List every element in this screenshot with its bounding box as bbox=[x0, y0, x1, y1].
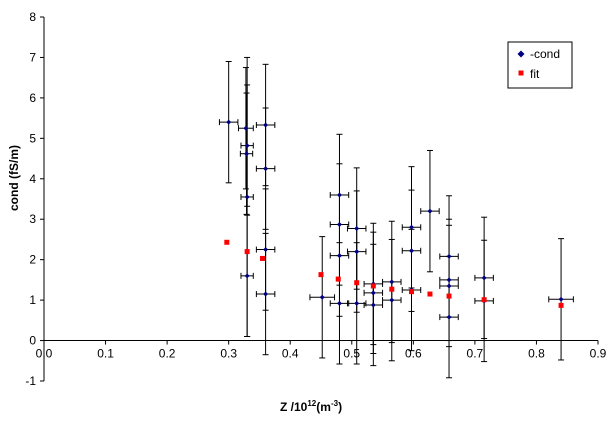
data-point-cond bbox=[446, 253, 452, 259]
legend-item-cond: -cond bbox=[517, 47, 560, 61]
data-point-cond bbox=[354, 249, 360, 255]
data-point-fit bbox=[558, 302, 564, 308]
x-axis-title-exp: 12 bbox=[307, 399, 316, 408]
data-point-cond bbox=[244, 151, 250, 157]
legend: -cond fit bbox=[507, 41, 573, 89]
x-tick-label: 0.9 bbox=[590, 347, 607, 361]
x-tick-label: 0.6 bbox=[405, 347, 422, 361]
data-point-cond bbox=[446, 314, 452, 320]
x-axis-title-unit-open: (m bbox=[316, 400, 331, 414]
data-point-fit bbox=[318, 272, 324, 278]
x-axis-title-unit-exp: -3 bbox=[331, 399, 339, 408]
x-tick-label: 0.7 bbox=[467, 347, 484, 361]
data-point-cond bbox=[427, 208, 433, 214]
data-point-cond bbox=[244, 273, 250, 279]
data-point-cond bbox=[263, 122, 269, 128]
legend-label-fit: fit bbox=[530, 67, 540, 81]
data-point-cond bbox=[481, 275, 487, 281]
data-point-cond bbox=[558, 296, 564, 302]
data-point-cond bbox=[354, 226, 360, 232]
y-tick-label: -1 bbox=[25, 374, 36, 388]
y-tick-label: 3 bbox=[29, 212, 36, 226]
axes: -1 0 1 2 3 4 5 6 7 8 0.0 0.1 0.2 0.3 0.4 0.5 0.6 0.7 0.8 0.… bbox=[25, 10, 606, 388]
legend-item-fit: fit bbox=[518, 67, 540, 81]
data-point-cond bbox=[370, 302, 376, 308]
data-point-fit bbox=[224, 239, 230, 245]
y-tick-label: 6 bbox=[29, 91, 36, 105]
data-point-cond bbox=[336, 300, 342, 306]
data-point-fit bbox=[260, 255, 266, 261]
x-tick-label: 0.2 bbox=[159, 347, 176, 361]
legend-box bbox=[507, 41, 573, 89]
data-point-cond bbox=[354, 300, 360, 306]
data-point-cond bbox=[446, 283, 452, 289]
data-point-fit bbox=[408, 289, 414, 295]
y-tick-label: 5 bbox=[29, 131, 36, 145]
data-point-fit bbox=[370, 283, 376, 289]
legend-marker-diamond bbox=[517, 50, 525, 58]
data-point-fit bbox=[354, 280, 360, 286]
data-point-cond bbox=[336, 221, 342, 227]
data-point-cond bbox=[244, 194, 250, 200]
data-point-fit bbox=[446, 293, 452, 299]
data-point-cond bbox=[243, 125, 249, 131]
data-point-cond bbox=[263, 247, 269, 253]
error-bars bbox=[218, 56, 574, 379]
data-point-cond bbox=[244, 143, 250, 149]
x-tick-label: 0.5 bbox=[343, 347, 360, 361]
x-tick-label: 0.4 bbox=[282, 347, 299, 361]
x-tick-label: 0.3 bbox=[220, 347, 237, 361]
x-axis-title-main: Z /10 bbox=[280, 400, 308, 414]
data-point-cond bbox=[336, 253, 342, 259]
y-tick-label: 7 bbox=[29, 50, 36, 64]
data-point-cond bbox=[408, 248, 414, 254]
x-tick-label: 0.0 bbox=[36, 347, 53, 361]
x-tick-label: 0.8 bbox=[528, 347, 545, 361]
legend-label-cond: -cond bbox=[530, 47, 560, 61]
data-series bbox=[224, 119, 564, 320]
data-point-cond bbox=[389, 279, 395, 285]
y-tick-label: 2 bbox=[29, 253, 36, 267]
series-fit bbox=[224, 239, 564, 308]
y-tick-label: 8 bbox=[29, 10, 36, 24]
data-point-cond bbox=[263, 166, 269, 172]
data-point-cond bbox=[370, 290, 376, 296]
data-point-cond bbox=[389, 297, 395, 303]
y-tick-label: 4 bbox=[29, 172, 36, 186]
data-point-fit bbox=[335, 276, 341, 282]
data-point-fit bbox=[244, 249, 250, 255]
series-cond bbox=[226, 119, 564, 320]
data-point-cond bbox=[336, 192, 342, 198]
y-tick-label: 0 bbox=[29, 334, 36, 348]
data-point-cond bbox=[408, 224, 414, 230]
y-tick-label: 1 bbox=[29, 293, 36, 307]
x-axis-title-unit-close: ) bbox=[338, 400, 342, 414]
data-point-fit bbox=[481, 297, 487, 303]
legend-marker-square bbox=[518, 70, 524, 76]
x-tick-label: 0.1 bbox=[97, 347, 114, 361]
data-point-cond bbox=[226, 119, 232, 125]
y-axis-title: cond (fS/m) bbox=[7, 145, 21, 211]
data-point-fit bbox=[427, 291, 433, 297]
data-point-cond bbox=[263, 291, 269, 297]
data-point-fit bbox=[389, 286, 395, 292]
data-point-cond bbox=[319, 294, 325, 300]
data-point-cond bbox=[446, 277, 452, 283]
x-axis-title: Z /1012(m-3) bbox=[280, 399, 342, 414]
